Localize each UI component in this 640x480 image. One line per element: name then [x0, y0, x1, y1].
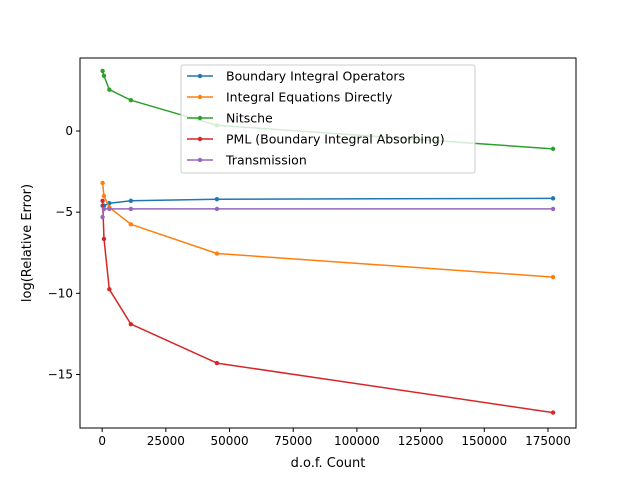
legend-label: Integral Equations Directly [226, 90, 393, 105]
series-point [214, 196, 220, 202]
legend-swatch-marker [197, 73, 203, 79]
x-tick-label: 75000 [274, 434, 312, 448]
legend-label: Transmission [225, 153, 307, 168]
legend-box [180, 64, 476, 174]
legend-swatch-marker [197, 115, 203, 121]
series-point [550, 196, 556, 201]
x-tick-label: 25000 [147, 434, 185, 448]
series-point [550, 274, 556, 280]
series-point [100, 214, 105, 220]
legend-items: Boundary Integral Operators Integral Equa… [187, 69, 445, 168]
y-tick-label: −15 [48, 367, 73, 381]
series-point [101, 73, 107, 79]
legend-label: PML (Boundary Integral Absorbing) [226, 132, 445, 147]
series-point [128, 222, 134, 227]
x-tick-label: 125000 [398, 434, 444, 448]
legend-swatch-marker [197, 94, 203, 100]
x-tick-label: 150000 [461, 434, 507, 448]
y-axis-label: log(Relative Error) [20, 184, 35, 302]
series-point [550, 146, 556, 152]
series-point [214, 360, 220, 366]
axes-frame [79, 57, 577, 429]
series-point [128, 321, 134, 327]
series-point [107, 206, 112, 212]
x-tick-label: 50000 [210, 434, 248, 448]
legend-label: Nitsche [226, 111, 273, 126]
legend-label: Boundary Integral Operators [226, 69, 405, 84]
legend: Boundary Integral Operators Integral Equa… [180, 64, 476, 174]
y-tick-label: 0 [65, 124, 73, 138]
y-tick-label: −10 [48, 286, 73, 300]
series-point [101, 236, 107, 242]
legend-swatch-marker [197, 136, 203, 142]
series-point [550, 206, 556, 212]
plot-area: 0 25000 50000 75000 100000 125000 150000 175000… [48, 57, 577, 448]
series-layer [100, 68, 556, 415]
series-point [128, 97, 134, 103]
x-tick-label: 100000 [334, 434, 380, 448]
series-point [214, 251, 220, 256]
series-point [100, 180, 105, 186]
y-ticks: 0 −5 −10 −15 [48, 124, 80, 381]
x-tick-label: 175000 [525, 434, 571, 448]
series-point [550, 410, 556, 415]
x-tick-label: 0 [98, 434, 106, 448]
series-point [100, 68, 105, 74]
y-tick-label: −5 [55, 205, 73, 219]
series-point [100, 198, 105, 204]
x-ticks: 0 25000 50000 75000 100000 125000 150000 175000 [98, 428, 571, 448]
series-point [107, 87, 112, 92]
legend-swatch-marker [197, 157, 203, 163]
series-point [128, 198, 134, 204]
series-line [101, 200, 554, 414]
series-point [101, 206, 107, 212]
series-point [107, 287, 112, 292]
series-point [101, 193, 107, 199]
x-axis-label: d.o.f. Count [291, 456, 366, 471]
series-point [128, 206, 134, 212]
series-point [214, 206, 220, 212]
